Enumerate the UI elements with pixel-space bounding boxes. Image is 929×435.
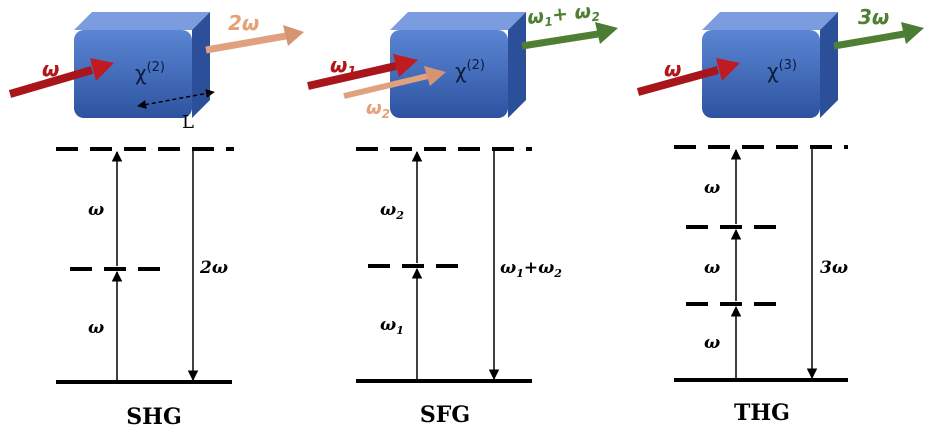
sfg-upper-photon-label: ω2: [380, 200, 404, 222]
thg-input-label: ω: [664, 57, 681, 81]
sfg-output-beam: [521, 22, 618, 50]
shg-output-label: 2ω: [228, 11, 259, 35]
shg-output-beam: [205, 25, 304, 54]
crystal-length-arrow: [137, 89, 215, 109]
crystal-length-label: L: [182, 112, 194, 133]
shg-input-label: ω: [42, 57, 59, 81]
shg-lower-photon-label: ω: [88, 318, 104, 338]
thg-photon-top-label: ω: [704, 178, 720, 198]
sfg-chi-symbol: χ(2): [455, 58, 485, 83]
sfg-output-label: ω1+ ω2: [526, 0, 600, 31]
shg-upper-photon-label: ω: [88, 200, 104, 220]
thg-crystal: [702, 12, 838, 118]
sfg-input1-beam: [307, 54, 418, 90]
thg-panel: χ(3) ω 3ω ω ω ω 3ω THG: [636, 5, 924, 426]
shg-panel: χ(2) ω 2ω L ω ω 2ω SHG: [8, 11, 304, 430]
sfg-panel: χ(2) ω1 ω2 ω1+ ω2 ω2 ω1 ω1+ω2 SFG: [307, 0, 618, 428]
thg-emission-label: 3ω: [820, 258, 848, 278]
sfg-input1-label: ω1: [330, 53, 356, 80]
sfg-input2-beam: [343, 66, 446, 99]
sfg-crystal: [390, 12, 526, 118]
shg-title: SHG: [126, 404, 181, 430]
thg-output-label: 3ω: [858, 5, 889, 29]
thg-input-beam: [636, 58, 740, 96]
sfg-lower-photon-label: ω1: [380, 315, 404, 337]
shg-chi-symbol: χ(2): [135, 60, 165, 85]
sfg-emission-label: ω1+ω2: [500, 258, 562, 280]
thg-photon-mid-label: ω: [704, 258, 720, 278]
thg-photon-bottom-label: ω: [704, 333, 720, 353]
thg-output-beam: [833, 22, 924, 50]
thg-title: THG: [734, 400, 790, 426]
shg-emission-label: 2ω: [199, 258, 228, 278]
shg-input-beam: [8, 58, 114, 98]
sfg-title: SFG: [420, 402, 470, 428]
sfg-input2-label: ω2: [366, 98, 390, 121]
thg-chi-symbol: χ(3): [767, 58, 797, 83]
